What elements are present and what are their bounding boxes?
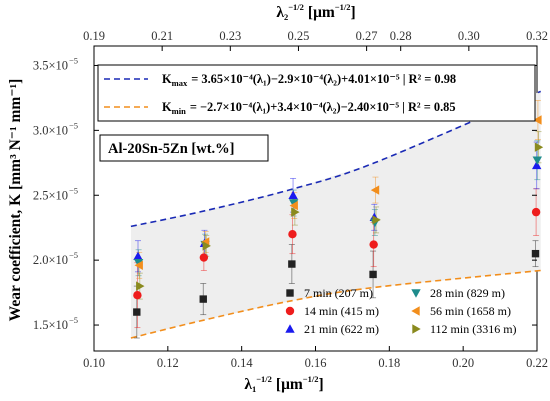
y-tick-exponent: −5 (69, 250, 78, 260)
data-point (531, 249, 540, 258)
data-point (531, 207, 541, 217)
x2-tick-label: 0.28 (390, 29, 412, 43)
data-point (369, 270, 377, 279)
y-tick-label: 1.5×10 (33, 318, 68, 332)
x2-tick-label: 0.30 (458, 29, 480, 43)
kmin-formula-lhs-sub: min (172, 106, 186, 116)
legend-marker (412, 324, 421, 334)
kmin-formula-rhs: = −2.7×10⁻⁴(λ₁)+3.4×10⁻⁴(λ₂)−2.40×10⁻⁵ |… (190, 100, 456, 114)
legend-marker (285, 306, 295, 316)
x2-tick-label: 0.21 (151, 29, 173, 43)
legend-label: 28 min (829 m) (430, 286, 505, 300)
confidence-band-layer (130, 91, 541, 339)
x-axis-title-open: [ (276, 376, 281, 393)
kmax-curve (130, 90, 542, 228)
data-point (136, 281, 145, 291)
y-tick-exponent: −5 (69, 315, 78, 325)
kmin-curve (130, 269, 541, 339)
x-tick-label: 0.18 (378, 356, 400, 370)
x-axis-title-base: λ (244, 376, 252, 393)
data-point (369, 240, 378, 249)
legend-label: 56 min (1658 m) (430, 304, 511, 318)
axis-layer: 0.10 0.12 0.14 0.16 0.18 0.20 0.22 0.19 0.21 0.23… (33, 29, 548, 370)
x2-axis-title-unit: μm (313, 4, 335, 21)
data-point (134, 260, 143, 270)
y-tick-label: 2.0×10 (33, 253, 68, 267)
formula-box-frame (97, 64, 536, 122)
data-point (288, 260, 296, 268)
alloy-label-box: Al-20Sn-5Zn [wt.%] (99, 134, 269, 162)
data-point (291, 207, 300, 217)
x-axis-title-close: ] (319, 376, 324, 393)
kmin-formula: Kmin = −2.7×10⁻⁴(λ₁)+3.4×10⁻⁴(λ₂)−2.40×10… (162, 100, 456, 116)
data-point (533, 115, 542, 125)
shaded-band (130, 91, 541, 339)
data-point (202, 241, 211, 251)
x-axis-title-unit-sup: −1/2 (303, 374, 319, 384)
x-axis-title-sup: −1/2 (256, 374, 272, 384)
alloy-label: Al-20Sn-5Zn [wt.%] (108, 141, 234, 157)
data-point (288, 190, 298, 199)
legend-label: 14 min (415 m) (304, 304, 379, 318)
data-point (288, 229, 297, 239)
x2-axis-title-sup: −1/2 (288, 2, 304, 12)
kmin-formula-lhs: K (162, 100, 172, 114)
x2-tick-label: 0.32 (526, 29, 548, 43)
y-tick-label: 3.5×10 (33, 58, 68, 72)
x2-axis-title: λ2−1/2 [μm−1/2] (276, 2, 355, 22)
formula-box: Kmax = 3.65×10⁻⁴(λ₁)−2.9×10⁻⁴(λ₂)+4.01×10… (97, 64, 536, 122)
data-marker-layer (133, 115, 544, 316)
data-point (133, 308, 141, 316)
legend-label: 112 min (3316 m) (430, 322, 517, 336)
x-axis-title: λ1−1/2 [μm−1/2] (244, 374, 323, 394)
x-tick-label: 0.20 (452, 356, 474, 370)
y-tick-exponent: −5 (69, 55, 78, 65)
x-tick-label: 0.22 (526, 356, 548, 370)
y-tick-exponent: −5 (69, 120, 78, 130)
legend-marker (411, 289, 421, 298)
x-tick-label: 0.14 (231, 356, 254, 370)
kmax-formula: Kmax = 3.65×10⁻⁴(λ₁)−2.9×10⁻⁴(λ₂)+4.01×10… (162, 72, 456, 88)
data-point (289, 200, 298, 211)
legend-label: 21 min (622 m) (304, 322, 379, 336)
x-tick-label: 0.12 (157, 356, 179, 370)
legend-marker (411, 306, 420, 316)
data-point (133, 251, 143, 260)
x2-tick-label: 0.27 (356, 29, 378, 43)
data-point (133, 290, 142, 300)
legend-label: 7 min (207 m) (304, 286, 373, 300)
x2-tick-label: 0.25 (288, 29, 310, 43)
kmax-formula-rhs: = 3.65×10⁻⁴(λ₁)−2.9×10⁻⁴(λ₂)+4.01×10⁻⁵ |… (191, 72, 456, 86)
x2-axis-title-close: ] (351, 4, 356, 21)
x2-axis-title-unit-sup: −1/2 (335, 2, 351, 12)
legend-marker (285, 324, 295, 333)
x-tick-label: 0.10 (83, 356, 105, 370)
kmax-formula-lhs: K (162, 72, 172, 86)
curve-layer (130, 90, 542, 339)
data-point (532, 160, 542, 170)
data-point (532, 156, 542, 165)
x2-tick-label: 0.19 (83, 29, 105, 43)
legend-marker (286, 289, 294, 297)
x2-axis-title-open: [ (308, 4, 313, 21)
data-point (534, 142, 544, 152)
data-point (370, 185, 380, 195)
x2-tick-label: 0.23 (219, 29, 241, 43)
x2-axis-title-base: λ (276, 4, 284, 21)
data-point (199, 295, 207, 303)
y-axis-title: Wear coefficient, K [mm³ N⁻¹ mm⁻¹] (7, 79, 24, 322)
y-tick-label: 3.0×10 (33, 123, 68, 137)
data-point (199, 253, 209, 262)
x-axis-title-sub: 1 (252, 384, 256, 394)
x2-axis-title-sub: 2 (284, 12, 288, 22)
data-point (372, 215, 381, 225)
legend: 7 min (207 m) 14 min (415 m) 21 min (622 m… (285, 286, 517, 336)
y-tick-label: 2.5×10 (33, 188, 68, 202)
x-tick-label: 0.16 (305, 356, 327, 370)
kmax-formula-lhs-sub: max (172, 78, 188, 88)
x-axis-title-unit: μm (281, 376, 303, 393)
y-tick-exponent: −5 (69, 185, 78, 195)
alloy-label-frame (99, 134, 269, 162)
